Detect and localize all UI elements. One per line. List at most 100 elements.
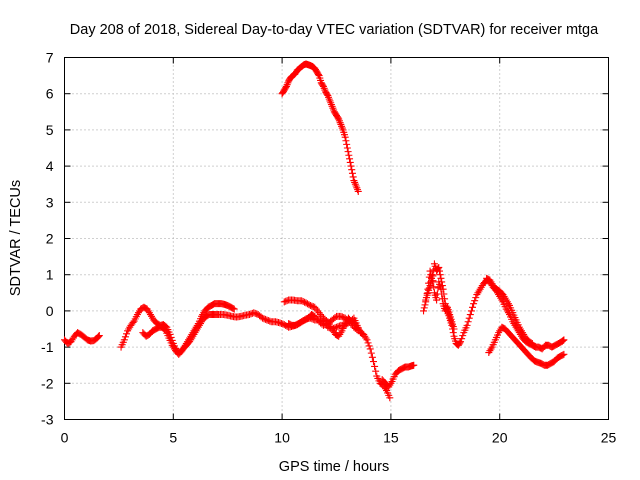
- grid-lines: [64, 57, 609, 420]
- data-point: [458, 335, 466, 343]
- data-point: [282, 297, 290, 305]
- data-point: [438, 295, 446, 303]
- data-point: [333, 323, 340, 331]
- data-point: [283, 297, 291, 305]
- data-point: [95, 332, 103, 340]
- x-tick-label: 10: [274, 430, 290, 446]
- x-axis-label: GPS time / hours: [279, 459, 389, 475]
- data-point: [449, 329, 457, 337]
- x-tick-label: 20: [492, 430, 508, 446]
- y-tick-label: 3: [46, 194, 54, 210]
- data-point: [305, 301, 313, 309]
- data-point: [259, 314, 267, 322]
- data-point: [319, 81, 327, 89]
- data-point: [95, 332, 103, 340]
- data-point: [308, 302, 316, 310]
- data-point: [559, 351, 567, 359]
- data-point: [420, 307, 428, 315]
- y-tick-label: 6: [46, 86, 54, 102]
- data-point: [426, 282, 434, 290]
- data-point: [457, 338, 465, 346]
- data-point: [323, 90, 331, 98]
- data-point: [338, 313, 346, 321]
- data-point: [435, 267, 443, 275]
- series-arc-3: [139, 300, 238, 358]
- data-point: [277, 319, 285, 327]
- x-tick-label: 15: [383, 430, 399, 446]
- data-point: [337, 312, 345, 320]
- data-point: [276, 319, 284, 327]
- data-point: [372, 367, 380, 375]
- data-point: [349, 173, 357, 181]
- y-tick-label: 5: [46, 122, 54, 138]
- data-point: [341, 133, 349, 141]
- data-point: [560, 350, 568, 358]
- data-point: [366, 345, 374, 353]
- data-point: [280, 298, 288, 306]
- data-point: [463, 321, 471, 329]
- data-point: [264, 317, 272, 325]
- data-point: [129, 318, 137, 326]
- data-point: [410, 361, 418, 369]
- data-point: [386, 394, 394, 402]
- data-point: [319, 321, 327, 329]
- data-point: [263, 316, 271, 324]
- data-point: [421, 301, 429, 309]
- y-tick-label: -1: [41, 339, 54, 355]
- data-point: [443, 304, 451, 312]
- data-point: [345, 151, 353, 159]
- x-tick-label: 25: [601, 430, 617, 446]
- data-point: [464, 318, 472, 326]
- data-point: [367, 349, 375, 357]
- data-point: [354, 187, 362, 195]
- data-point: [344, 148, 352, 156]
- data-point: [121, 333, 129, 341]
- data-point: [343, 140, 351, 148]
- x-tick-label: 0: [61, 430, 69, 446]
- data-point: [369, 358, 377, 366]
- data-point: [527, 339, 535, 347]
- data-point: [245, 311, 253, 319]
- data-point: [347, 162, 355, 170]
- data-point: [303, 300, 311, 308]
- series-arc-6: [278, 60, 362, 195]
- series-arc-5: [280, 296, 362, 340]
- series-arc-1: [61, 329, 103, 347]
- y-tick-label: 2: [46, 231, 54, 247]
- data-point: [435, 263, 443, 271]
- data-point: [322, 317, 330, 325]
- data-point: [368, 353, 376, 361]
- y-tick-label: -3: [41, 412, 54, 428]
- data-point: [348, 166, 356, 174]
- data-point: [456, 339, 464, 347]
- data-point: [420, 304, 428, 312]
- data-point: [334, 114, 342, 122]
- data-point: [301, 298, 309, 306]
- data-point: [342, 137, 350, 145]
- axis-ticks: 0 5 10 15 20 25 -3 -2 -1 0 1 2 3 4 5 6 7: [41, 50, 616, 446]
- data-point: [438, 290, 446, 298]
- series-arc-9: [422, 271, 458, 333]
- data-point: [430, 283, 438, 291]
- data-point: [469, 303, 476, 311]
- data-point: [298, 297, 306, 305]
- data-point: [470, 300, 478, 308]
- data-point: [266, 317, 274, 325]
- data-point: [346, 158, 354, 166]
- y-axis-label: SDTVAR / TECUs: [8, 180, 24, 296]
- x-tick-label: 5: [169, 430, 177, 446]
- data-point: [260, 315, 268, 323]
- data-point: [251, 309, 259, 317]
- data-point: [302, 299, 310, 307]
- data-point: [428, 271, 436, 279]
- y-tick-label: 4: [46, 158, 54, 174]
- data-point: [94, 333, 102, 341]
- data-point: [459, 332, 467, 340]
- data-point: [437, 285, 445, 293]
- data-point: [371, 362, 379, 370]
- series-arc-7: [378, 361, 418, 391]
- data-point: [348, 169, 356, 177]
- y-tick-label: -2: [41, 375, 54, 391]
- data-point: [560, 336, 568, 344]
